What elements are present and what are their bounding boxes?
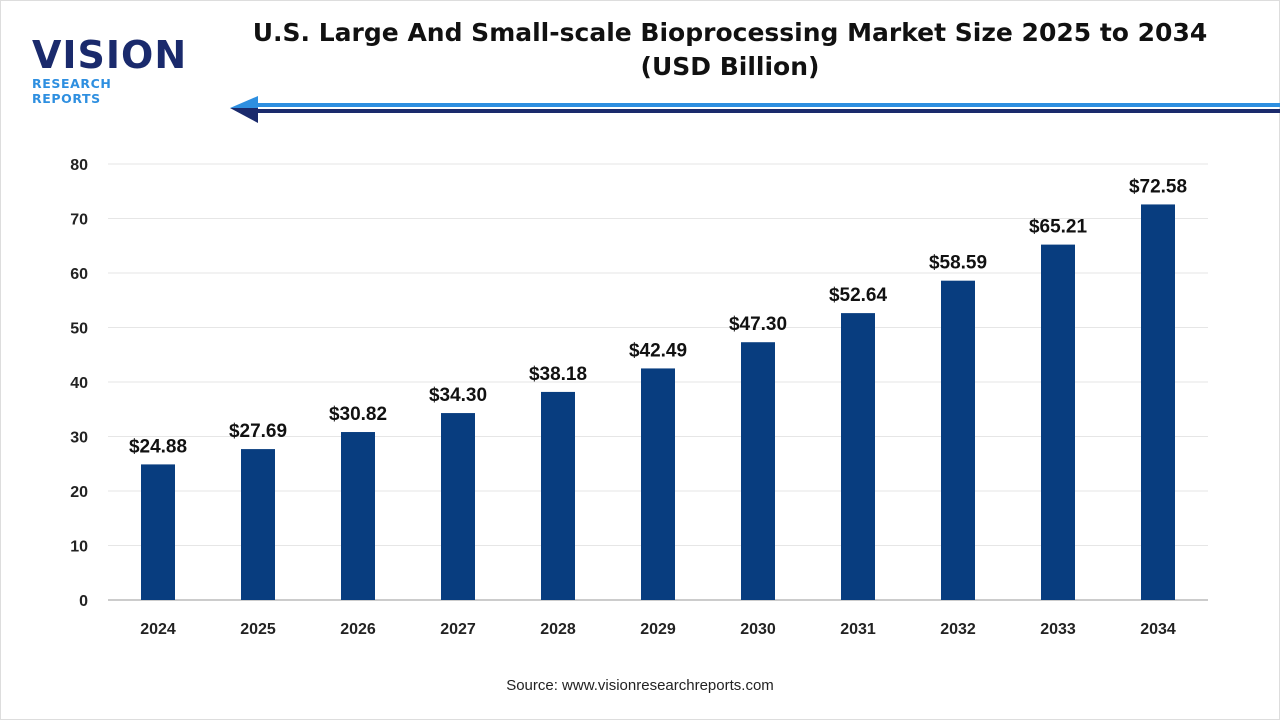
arrow-head-light (230, 96, 258, 108)
y-tick-label: 70 (70, 212, 88, 229)
x-tick-label: 2031 (840, 621, 876, 638)
y-tick-label: 80 (70, 157, 88, 174)
data-label-2034: $72.58 (1129, 176, 1187, 197)
bar-2028 (541, 391, 575, 600)
x-tick-label: 2030 (740, 621, 776, 638)
data-label-2029: $42.49 (629, 340, 687, 361)
data-label-2032: $58.59 (929, 253, 987, 274)
bar-2033 (1041, 244, 1075, 600)
y-tick-label: 50 (70, 321, 88, 338)
x-tick-label: 2032 (940, 621, 976, 638)
data-label-2025: $27.69 (229, 421, 287, 442)
data-label-2024: $24.88 (129, 436, 187, 457)
x-tick-label: 2028 (540, 621, 576, 638)
data-label-2027: $34.30 (429, 385, 487, 406)
bar-2031 (841, 313, 875, 600)
arrow-decoration (230, 96, 1280, 123)
bar-2034 (1141, 204, 1175, 600)
y-tick-label: 40 (70, 375, 88, 392)
title-line-1: U.S. Large And Small-scale Bioprocessing… (252, 18, 1208, 47)
data-label-2030: $47.30 (729, 314, 787, 335)
y-tick-label: 0 (79, 593, 88, 610)
x-tick-label: 2027 (440, 621, 476, 638)
bar-2029 (641, 368, 675, 600)
data-label-2031: $52.64 (829, 285, 888, 306)
y-tick-label: 20 (70, 484, 88, 501)
x-tick-label: 2026 (340, 621, 376, 638)
bar-2025 (241, 449, 275, 600)
bar-2024 (141, 464, 175, 600)
title-line-2: (USD Billion) (640, 52, 820, 81)
bar-2027 (441, 413, 475, 600)
logo-word: VISION (32, 33, 188, 77)
data-label-2033: $65.21 (1029, 217, 1088, 238)
x-tick-label: 2034 (1140, 621, 1176, 638)
y-tick-label: 30 (70, 430, 88, 447)
arrow-line-dark (250, 109, 1280, 113)
x-tick-label: 2033 (1040, 621, 1076, 638)
source-note: Source: www.visionresearchreports.com (506, 677, 774, 694)
arrow-head-dark (230, 108, 258, 123)
y-tick-label: 10 (70, 539, 88, 556)
x-tick-label: 2025 (240, 621, 276, 638)
data-label-2026: $30.82 (329, 404, 387, 425)
bar-2030 (741, 342, 775, 600)
chart-title: U.S. Large And Small-scale Bioprocessing… (200, 16, 1260, 84)
x-tick-label: 2024 (140, 621, 176, 638)
bar-2032 (941, 280, 975, 600)
bar-2026 (341, 432, 375, 600)
x-tick-label: 2029 (640, 621, 676, 638)
y-tick-label: 60 (70, 266, 88, 283)
logo-subtitle: RESEARCH REPORTS (32, 76, 112, 106)
arrow-line-light (250, 103, 1280, 107)
data-label-2028: $38.18 (529, 364, 587, 385)
vision-logo: VISION RESEARCH REPORTS (32, 33, 188, 106)
